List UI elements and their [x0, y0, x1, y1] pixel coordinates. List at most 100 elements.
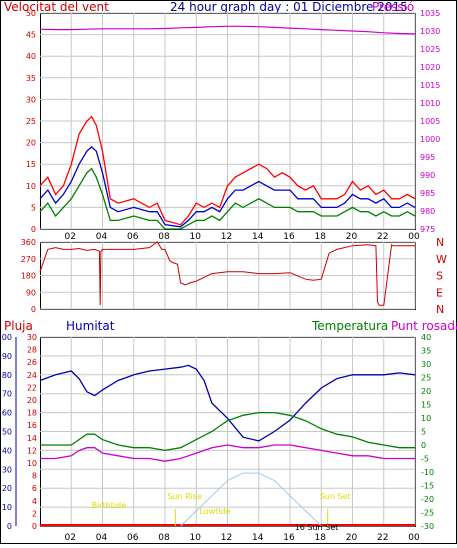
events-layer: Sun Rise Sun Set Birthtide Lowtide 16 Sun Se… [92, 492, 351, 532]
wind-y-tick-label: 0 [31, 225, 36, 234]
humitat-y-tick-label: 100 [0, 333, 12, 342]
wind-y-tick-label: 45 [26, 31, 36, 40]
temperatura-label: Temperatura [311, 319, 388, 333]
wind-direction-series [39, 241, 415, 306]
pluja-y-tick-label: 14 [27, 434, 37, 443]
pressure-y-tick-label: 985 [420, 189, 435, 198]
temperatura-series [40, 411, 415, 452]
pluja-y-tick-label: 4 [32, 497, 37, 506]
pluja-y-tick-label: 0 [32, 522, 37, 531]
temperatura-y-tick-label: 30 [421, 360, 431, 369]
pluja-y-tick-label: 16 [27, 421, 37, 430]
pressure-y-tick-label: 995 [420, 153, 435, 162]
x-tick-label: 08 [158, 232, 170, 242]
temperatura-y-tick-label: 10 [421, 414, 431, 423]
temperatura-y-tick-label: -20 [421, 495, 434, 504]
event-label: Birthtide [92, 501, 127, 510]
wind-y-tick-label: 20 [26, 139, 36, 148]
pluja-y-tick-label: 8 [32, 472, 37, 481]
wind-y-tick-label: 50 [26, 9, 36, 18]
humitat-label: Humitat [66, 319, 115, 333]
pressure-y-tick-label: 1020 [420, 63, 440, 72]
pressure-y-tick-label: 1035 [420, 9, 440, 18]
event-label: 16 Sun Set [295, 523, 339, 532]
x-tick-label: 00 [408, 232, 420, 242]
wind-y-tick-label: 15 [26, 160, 36, 169]
pressure-y-tick-label: 1025 [420, 45, 440, 54]
humitat-series [39, 364, 416, 442]
temperatura-y-tick-label: 5 [421, 428, 426, 437]
x-tick-label: 14 [252, 533, 264, 543]
pressure-y-tick-label: 1000 [420, 135, 440, 144]
pluja-y-tick-label: 26 [27, 358, 37, 367]
direction-y-tick-label: 360 [21, 238, 36, 247]
direction-compass-label: E [436, 286, 443, 299]
humitat-y-tick-label: 90 [2, 352, 12, 361]
direction-compass-label: W [436, 253, 447, 266]
pluja-y-tick-label: 24 [27, 371, 37, 380]
x-tick-label: 06 [127, 232, 139, 242]
x-tick-label: 10 [190, 232, 202, 242]
pluja-y-tick-label: 20 [27, 396, 37, 405]
x-tick-label: 08 [158, 533, 170, 543]
punt-rosada-series [40, 444, 415, 462]
pluja-y-tick-label: 12 [27, 446, 37, 455]
pressure-y-tick-label: 1015 [420, 81, 440, 90]
x-tick-label: 14 [252, 232, 264, 242]
x-tick-label: 12 [221, 533, 232, 543]
direction-y-tick-label: 90 [26, 288, 36, 297]
pressure-axis-label: Pressió [372, 0, 414, 14]
x-tick-label: 18 [315, 533, 327, 543]
humitat-y-tick-label: 30 [2, 465, 12, 474]
wind-y-tick-label: 35 [26, 74, 36, 83]
humitat-y-tick-label: 60 [2, 409, 12, 418]
wind-gust-series [39, 115, 416, 226]
pressure-y-tick-label: 980 [420, 207, 435, 216]
wind-y-tick-label: 40 [26, 52, 36, 61]
pluja-y-tick-label: 2 [32, 509, 37, 518]
x-tick-label: 20 [346, 533, 358, 543]
pluja-y-tick-label: 10 [27, 459, 37, 468]
direction-compass-label: N [436, 303, 444, 316]
temperatura-y-tick-label: 0 [421, 441, 426, 450]
wind-y-tick-label: 25 [26, 117, 36, 126]
wind-y-tick-label: 10 [26, 182, 36, 191]
direction-y-tick-label: 180 [21, 272, 36, 281]
pressure-y-tick-label: 1005 [420, 117, 440, 126]
x-tick-label: 10 [190, 533, 202, 543]
wind-y-tick-label: 5 [31, 203, 36, 212]
x-tick-label: 22 [377, 533, 388, 543]
x-tick-label: 02 [65, 232, 76, 242]
x-tick-label: 06 [127, 533, 139, 543]
temperatura-y-tick-label: -15 [421, 482, 434, 491]
temperatura-y-tick-label: -30 [421, 522, 434, 531]
pluja-label: Pluja [4, 319, 33, 333]
direction-compass-label: N [436, 236, 444, 249]
sun-elevation-series [180, 472, 322, 527]
pressure-y-tick-label: 990 [420, 171, 435, 180]
chart-title: 24 hour graph day : 01 Diciembre 2015 [170, 0, 408, 14]
temperatura-y-tick-label: 15 [421, 401, 431, 410]
x-tick-label: 04 [96, 232, 108, 242]
temperatura-y-tick-label: -5 [421, 455, 429, 464]
x-tick-label: 16 [283, 533, 295, 543]
humitat-y-tick-label: 80 [2, 371, 12, 380]
x-tick-label: 12 [221, 232, 232, 242]
event-label: Sun Rise [167, 492, 202, 501]
wind-y-tick-label: 30 [26, 95, 36, 104]
temperatura-y-tick-label: -10 [421, 468, 434, 477]
humitat-y-tick-label: 10 [2, 503, 12, 512]
temperatura-y-tick-label: 40 [421, 333, 431, 342]
series-layer [39, 25, 416, 527]
pluja-y-tick-label: 6 [32, 484, 37, 493]
x-tick-label: 04 [96, 533, 108, 543]
grid-layer [40, 12, 416, 527]
temperatura-y-tick-label: -25 [421, 509, 434, 518]
pressure-y-tick-label: 1010 [420, 99, 440, 108]
pluja-y-tick-label: 18 [27, 409, 37, 418]
x-tick-label: 00 [408, 533, 420, 543]
wind-axis-label: Velocitat del vent [4, 0, 109, 14]
